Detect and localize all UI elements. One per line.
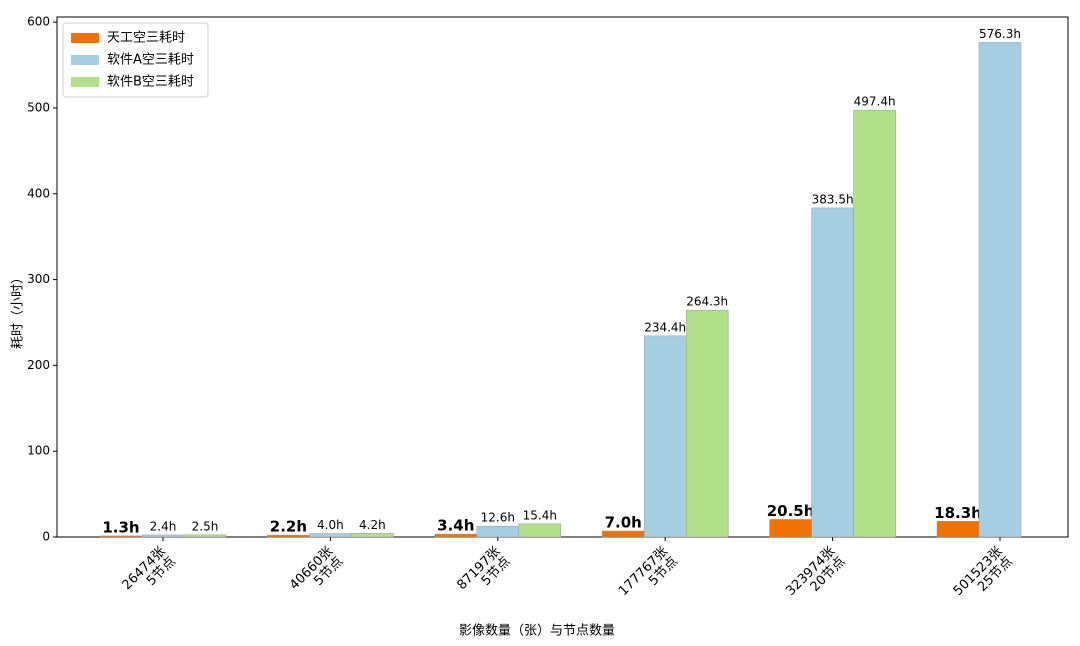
x-axis-label: 影像数量（张）与节点数量: [459, 624, 615, 639]
value-label: 12.6h: [481, 511, 515, 525]
legend-swatch: [71, 77, 99, 87]
value-label: 234.4h: [644, 320, 686, 334]
value-label: 1.3h: [102, 518, 139, 536]
bar: [685, 309, 729, 538]
value-label: 2.2h: [270, 518, 307, 536]
y-tick-label: 300: [27, 272, 50, 286]
value-label: 497.4h: [854, 95, 896, 109]
y-tick-label: 100: [27, 444, 50, 458]
legend-label: 软件A空三耗时: [107, 53, 194, 68]
bar: [518, 523, 562, 538]
bar: [309, 533, 352, 538]
bar: [601, 530, 645, 538]
value-label: 18.3h: [934, 504, 982, 522]
bar: [978, 42, 1022, 538]
value-label: 4.0h: [317, 518, 344, 532]
x-tick-label: 323974张20节点: [783, 544, 848, 609]
legend-swatch: [71, 33, 99, 43]
y-tick-label: 0: [42, 530, 50, 544]
legend-label: 天工空三耗时: [107, 31, 185, 46]
bar: [476, 525, 520, 538]
bar: [853, 109, 896, 538]
bar: [811, 207, 854, 538]
value-label: 2.4h: [150, 519, 177, 533]
bar: [643, 335, 687, 538]
x-tick-label: 26474张5节点: [119, 544, 178, 603]
x-tick-label: 177767张5节点: [616, 544, 681, 609]
value-label: 7.0h: [605, 513, 642, 531]
x-tick-label: 40660张5节点: [287, 544, 346, 603]
value-label: 576.3h: [979, 27, 1021, 41]
y-tick-label: 600: [27, 15, 50, 29]
bar: [183, 534, 227, 538]
y-tick-label: 200: [27, 358, 50, 372]
value-label: 4.2h: [359, 518, 386, 532]
legend-swatch: [71, 55, 99, 65]
bar: [769, 519, 812, 538]
legend-box: [62, 22, 209, 98]
y-tick-label: 500: [27, 100, 50, 114]
y-tick-label: 400: [27, 186, 50, 200]
value-label: 3.4h: [437, 517, 474, 535]
plot-frame: [56, 16, 1069, 538]
x-tick-label: 87197张5节点: [454, 544, 513, 603]
y-axis-label: 耗时（小时）: [11, 271, 26, 349]
value-label: 264.3h: [686, 295, 728, 309]
bar: [936, 521, 980, 538]
value-label: 383.5h: [812, 192, 854, 206]
x-tick-label: 501523张25节点: [950, 544, 1015, 609]
value-label: 15.4h: [523, 508, 557, 522]
value-label: 20.5h: [767, 502, 815, 520]
bar: [351, 533, 394, 538]
legend-label: 软件B空三耗时: [107, 75, 194, 90]
value-label: 2.5h: [192, 519, 219, 533]
bar: [141, 534, 185, 538]
